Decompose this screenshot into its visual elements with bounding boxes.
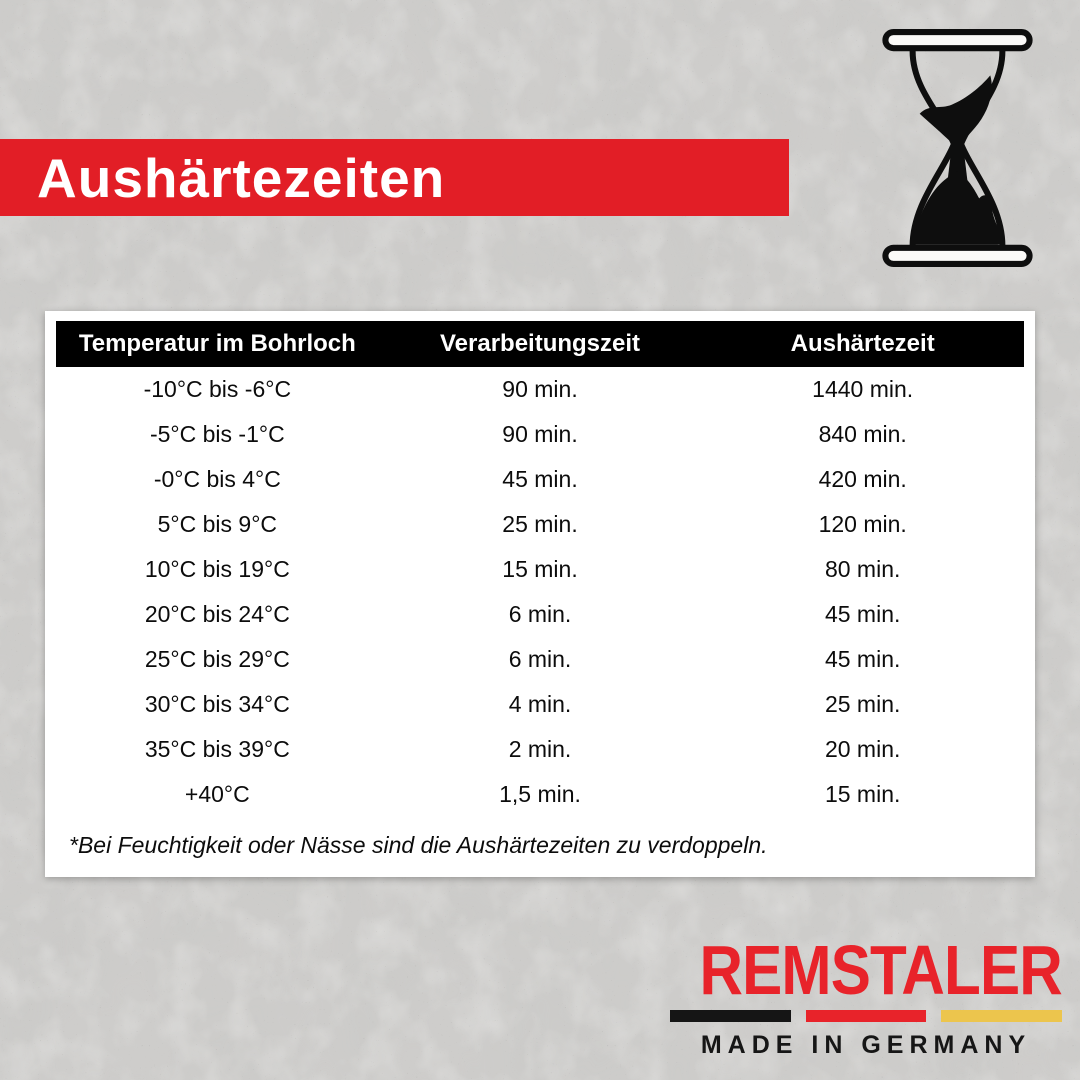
cell-curing-time: 840 min. xyxy=(818,421,907,447)
cell-curing-time: 120 min. xyxy=(818,511,907,537)
title-banner: Aushärtezeiten xyxy=(0,139,789,216)
table-row: 5°C bis 9°C 25 min. 120 min. xyxy=(56,502,1024,547)
cell-temperature: 30°C bis 34°C xyxy=(144,691,290,717)
column-header-working-time: Verarbeitungszeit xyxy=(439,330,641,357)
cell-curing-time: 20 min. xyxy=(824,736,901,762)
table-row: -5°C bis -1°C 90 min. 840 min. xyxy=(56,412,1024,457)
table-body: -10°C bis -6°C 90 min. 1440 min. -5°C bi… xyxy=(56,367,1024,817)
table-row: 25°C bis 29°C 6 min. 45 min. xyxy=(56,637,1024,682)
cell-curing-time: 45 min. xyxy=(824,601,901,627)
cell-working-time: 25 min. xyxy=(502,511,578,537)
cell-working-time: 4 min. xyxy=(508,691,572,717)
cell-working-time: 45 min. xyxy=(502,466,578,492)
curing-times-card: Temperatur im Bohrloch Verarbeitungszeit… xyxy=(45,311,1035,877)
made-in-germany-tagline: MADE IN GERMANY xyxy=(700,1031,1032,1059)
cell-temperature: -10°C bis -6°C xyxy=(143,376,292,402)
cell-curing-time: 80 min. xyxy=(824,556,901,582)
cell-curing-time: 15 min. xyxy=(824,781,901,807)
remstaler-logo: REMSTALER MADE IN GERMANY xyxy=(670,931,1063,1060)
cell-curing-time: 420 min. xyxy=(818,466,907,492)
cell-temperature: 10°C bis 19°C xyxy=(144,556,290,582)
moisture-footnote: *Bei Feuchtigkeit oder Nässe sind die Au… xyxy=(69,832,768,858)
column-header-curing-time: Aushärtezeit xyxy=(790,330,935,357)
german-flag-bars xyxy=(670,1010,1063,1022)
table-row: -10°C bis -6°C 90 min. 1440 min. xyxy=(56,367,1024,412)
cell-temperature: 5°C bis 9°C xyxy=(157,511,278,537)
table-row: 35°C bis 39°C 2 min. 20 min. xyxy=(56,727,1024,772)
cell-working-time: 90 min. xyxy=(502,376,578,402)
cell-temperature: 35°C bis 39°C xyxy=(144,736,290,762)
cell-temperature: +40°C xyxy=(184,781,250,807)
cell-temperature: -0°C bis 4°C xyxy=(153,466,281,492)
column-header-temperature: Temperatur im Bohrloch xyxy=(78,330,356,357)
cell-temperature: -5°C bis -1°C xyxy=(149,421,285,447)
table-row: 10°C bis 19°C 15 min. 80 min. xyxy=(56,547,1024,592)
cell-curing-time: 25 min. xyxy=(824,691,901,717)
flag-bar-black xyxy=(670,1010,791,1022)
table-row: 30°C bis 34°C 4 min. 25 min. xyxy=(56,682,1024,727)
cell-working-time: 1,5 min. xyxy=(499,781,581,807)
cell-working-time: 15 min. xyxy=(502,556,578,582)
cell-temperature: 20°C bis 24°C xyxy=(144,601,290,627)
table-row: -0°C bis 4°C 45 min. 420 min. xyxy=(56,457,1024,502)
cell-temperature: 25°C bis 29°C xyxy=(144,646,290,672)
cell-working-time: 6 min. xyxy=(508,601,572,627)
cell-curing-time: 1440 min. xyxy=(812,376,914,402)
brand-name: REMSTALER xyxy=(699,931,1062,1009)
page-title: Aushärtezeiten xyxy=(37,146,446,209)
table-header-row: Temperatur im Bohrloch Verarbeitungszeit… xyxy=(56,321,1024,367)
flag-bar-red xyxy=(805,1010,927,1022)
cell-working-time: 2 min. xyxy=(508,736,572,762)
cell-working-time: 90 min. xyxy=(502,421,578,447)
table-row: +40°C 1,5 min. 15 min. xyxy=(56,772,1024,817)
cell-working-time: 6 min. xyxy=(508,646,572,672)
flag-bar-gold xyxy=(941,1010,1063,1022)
table-row: 20°C bis 24°C 6 min. 45 min. xyxy=(56,592,1024,637)
hourglass-icon xyxy=(882,29,1033,267)
cell-curing-time: 45 min. xyxy=(824,646,901,672)
